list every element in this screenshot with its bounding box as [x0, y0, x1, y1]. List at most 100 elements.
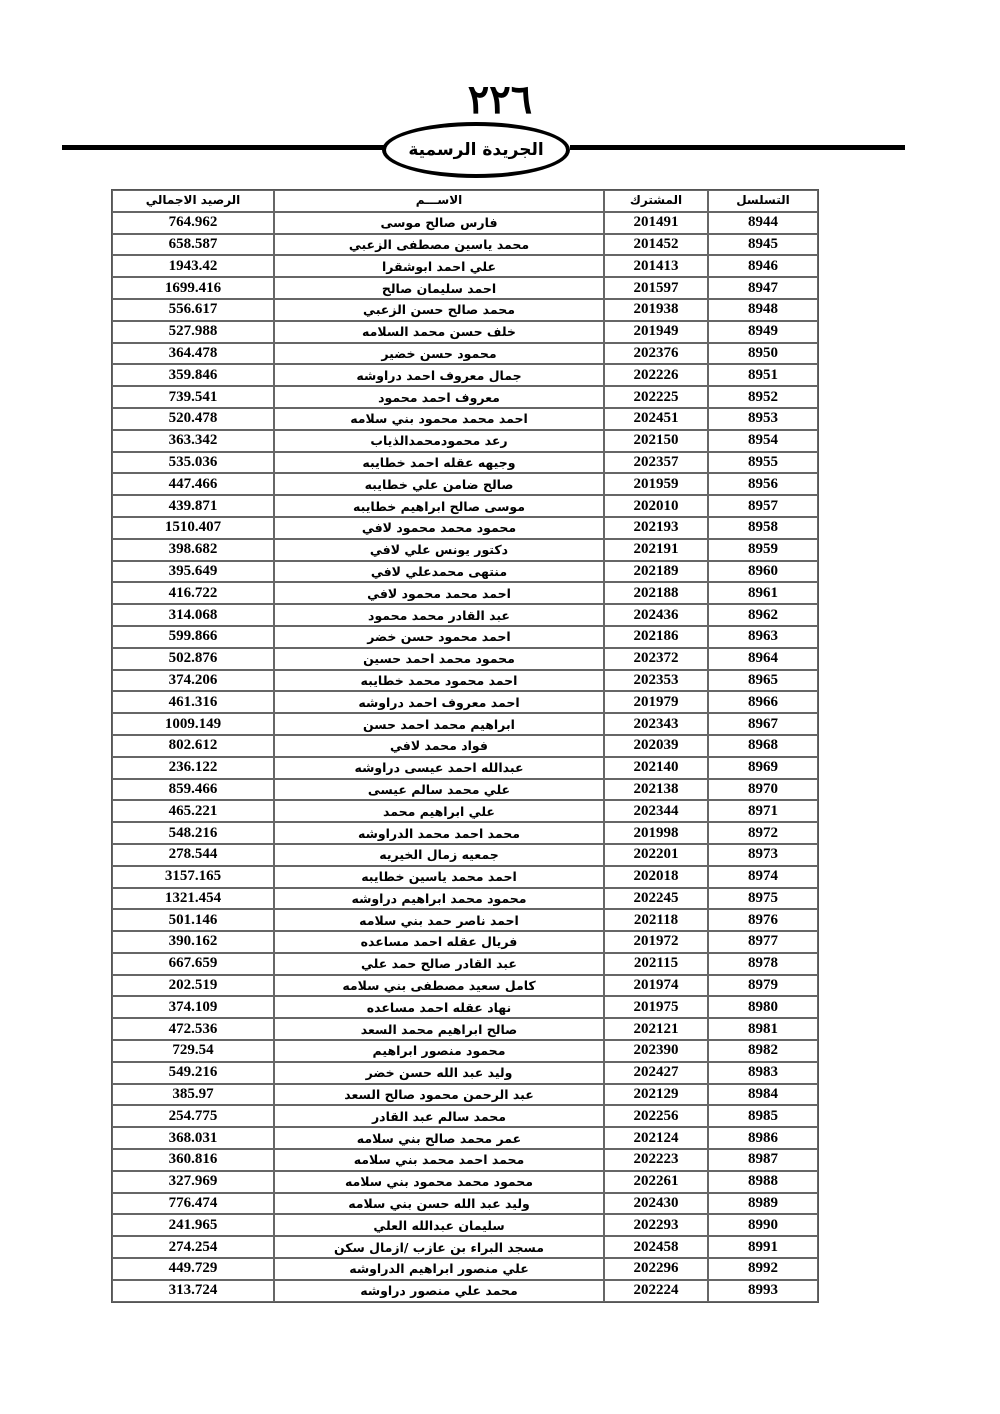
balance-cell: 359.846 — [112, 364, 274, 387]
balance-cell: 1699.416 — [112, 277, 274, 299]
subscriber-cell: 202256 — [604, 1105, 708, 1128]
subscriber-cell: 202018 — [604, 865, 708, 888]
table-row: 8990 202293 سليمان عبدالله العلي 241.965 — [112, 1214, 818, 1237]
balance-cell: 449.729 — [112, 1258, 274, 1280]
name-cell: مسجد البراء بن عازب /ازمال سكن — [274, 1236, 604, 1259]
balance-cell: 599.866 — [112, 625, 274, 648]
serial-cell: 8955 — [708, 451, 818, 474]
subscriber-cell: 202436 — [604, 604, 708, 626]
name-cell: محمود محمد ابراهيم دراوشه — [274, 887, 604, 910]
serial-cell: 8987 — [708, 1149, 818, 1171]
balance-cell: 398.682 — [112, 538, 274, 561]
page-number: ٢٢٦ — [467, 76, 533, 123]
subscriber-cell: 202129 — [604, 1083, 708, 1106]
subscriber-cell: 202138 — [604, 778, 708, 801]
subscriber-cell: 202357 — [604, 451, 708, 474]
table-row: 8974 202018 احمد محمد ياسين خطايبه 3157.165 — [112, 865, 818, 888]
serial-cell: 8982 — [708, 1040, 818, 1062]
subscriber-cell: 201959 — [604, 473, 708, 496]
name-cell: جمعيه زمال الخيريه — [274, 843, 604, 866]
table-row: 8977 201972 فريال عقله احمد مساعده 390.162 — [112, 931, 818, 953]
table-row: 8953 202451 احمد محمد محمود بني سلامه 520.4… — [112, 407, 818, 430]
table-row: 8945 201452 محمد ياسين مصطفى الزعبي 658.587 — [112, 233, 818, 256]
name-cell: علي محمد سالم عيسى — [274, 778, 604, 801]
balance-cell: 447.466 — [112, 473, 274, 496]
table-row: 8947 201597 احمد سليمان صالح 1699.416 — [112, 277, 818, 299]
name-cell: احمد محمود حسن خضر — [274, 625, 604, 648]
name-cell: سليمان عبدالله العلي — [274, 1214, 604, 1237]
serial-cell: 8992 — [708, 1258, 818, 1280]
table-row: 8956 201959 صالح ضامن علي خطايبه 447.466 — [112, 473, 818, 496]
name-cell: خلف حسن محمد السلامه — [274, 320, 604, 343]
subscriber-cell: 202224 — [604, 1279, 708, 1302]
name-cell: دكتور يونس علي لافي — [274, 538, 604, 561]
col-balance: الرصيد الاجمالي — [112, 190, 274, 212]
serial-cell: 8945 — [708, 233, 818, 256]
subscriber-cell: 202293 — [604, 1214, 708, 1237]
name-cell: عبد القادر صالح حمد علي — [274, 952, 604, 975]
balance-cell: 729.54 — [112, 1040, 274, 1062]
serial-cell: 8961 — [708, 582, 818, 605]
serial-cell: 8967 — [708, 713, 818, 735]
balance-cell: 802.612 — [112, 734, 274, 757]
name-cell: معروف احمد محمود — [274, 386, 604, 408]
serial-cell: 8953 — [708, 407, 818, 430]
name-cell: علي منصور ابراهيم الدراوشه — [274, 1258, 604, 1280]
balance-cell: 364.478 — [112, 342, 274, 365]
subscriber-cell: 202296 — [604, 1258, 708, 1280]
name-cell: علي ابراهيم محمد — [274, 800, 604, 823]
table-row: 8954 202150 رعد محمودمحمدالذياب 363.342 — [112, 429, 818, 452]
serial-cell: 8972 — [708, 822, 818, 844]
name-cell: موسى صالح ابراهيم خطايبه — [274, 495, 604, 517]
subscriber-cell: 202223 — [604, 1149, 708, 1171]
table-row: 8987 202223 محمد احمد محمد بني سلامه 360.81… — [112, 1149, 818, 1171]
balance-cell: 374.206 — [112, 669, 274, 692]
name-cell: احمد محمد محمود بني سلامه — [274, 407, 604, 430]
balance-cell: 202.519 — [112, 974, 274, 997]
table-row: 8958 202193 محمود محمد محمود لافي 1510.407 — [112, 516, 818, 539]
table-row: 8988 202261 محمود محمد محمود بني سلامه 327.… — [112, 1170, 818, 1193]
table-row: 8966 201979 احمد معروف احمد دراوشه 461.316 — [112, 691, 818, 714]
subscriber-cell: 202201 — [604, 843, 708, 866]
subscriber-cell: 202458 — [604, 1236, 708, 1259]
serial-cell: 8969 — [708, 756, 818, 779]
balance-cell: 395.649 — [112, 560, 274, 583]
serial-cell: 8990 — [708, 1214, 818, 1237]
balance-cell: 241.965 — [112, 1214, 274, 1237]
balance-cell: 535.036 — [112, 451, 274, 474]
subscriber-cell: 202140 — [604, 756, 708, 779]
balance-cell: 520.478 — [112, 407, 274, 430]
serial-cell: 8959 — [708, 538, 818, 561]
serial-cell: 8991 — [708, 1236, 818, 1259]
table-row: 8984 202129 عبد الرحمن محمود صالح السعد 385… — [112, 1083, 818, 1106]
table-row: 8946 201413 علي احمد ابوشقرا 1943.42 — [112, 255, 818, 278]
subscriber-cell: 202451 — [604, 407, 708, 430]
name-cell: صالح ضامن علي خطايبه — [274, 473, 604, 496]
name-cell: محمد احمد محمد بني سلامه — [274, 1149, 604, 1171]
balance-cell: 658.587 — [112, 233, 274, 256]
table-row: 8962 202436 عبد القادر محمد محمود 314.068 — [112, 604, 818, 626]
serial-cell: 8963 — [708, 625, 818, 648]
serial-cell: 8944 — [708, 211, 818, 234]
serial-cell: 8985 — [708, 1105, 818, 1128]
serial-cell: 8970 — [708, 778, 818, 801]
name-cell: احمد محمود محمد خطايبه — [274, 669, 604, 692]
subscriber-cell: 202188 — [604, 582, 708, 605]
table-row: 8982 202390 محمود منصور ابراهيم 729.54 — [112, 1040, 818, 1062]
serial-cell: 8947 — [708, 277, 818, 299]
balance-cell: 1009.149 — [112, 713, 274, 735]
serial-cell: 8958 — [708, 516, 818, 539]
serial-cell: 8977 — [708, 931, 818, 953]
table-row: 8955 202357 وجيهه عقله احمد خطايبه 535.036 — [112, 451, 818, 474]
subscriber-cell: 201998 — [604, 822, 708, 844]
subscriber-cell: 202193 — [604, 516, 708, 539]
name-cell: فواد محمد لافي — [274, 734, 604, 757]
balance-cell: 1943.42 — [112, 255, 274, 278]
serial-cell: 8971 — [708, 800, 818, 823]
subscriber-cell: 202189 — [604, 560, 708, 583]
balance-cell: 465.221 — [112, 800, 274, 823]
balance-cell: 313.724 — [112, 1279, 274, 1302]
balance-cell: 374.109 — [112, 996, 274, 1019]
serial-cell: 8948 — [708, 298, 818, 321]
name-cell: وجيهه عقله احمد خطايبه — [274, 451, 604, 474]
